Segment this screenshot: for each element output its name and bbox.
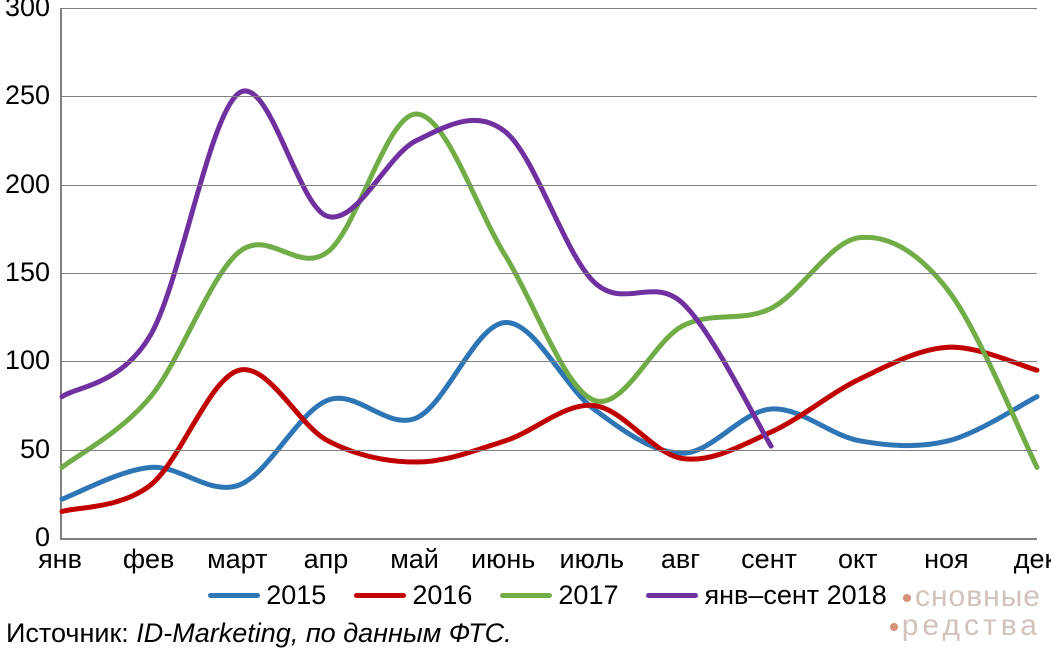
x-tick-label: май [370, 544, 460, 575]
y-tick-label: 50 [0, 434, 50, 465]
y-tick-label: 200 [0, 169, 50, 200]
legend-label: 2017 [558, 580, 618, 611]
legend-item: 2017 [500, 580, 618, 611]
legend-swatch [208, 593, 260, 598]
y-tick-label: 100 [0, 345, 50, 376]
legend-label: янв–сент 2018 [704, 580, 886, 611]
chart-container: 050100150200250300 янвфевмартапрмайиюньи… [0, 0, 1051, 654]
x-tick-label: дек [990, 544, 1051, 575]
legend-swatch [500, 593, 552, 598]
grid-line [62, 450, 1037, 451]
x-tick-label: июнь [458, 544, 548, 575]
grid-line [62, 273, 1037, 274]
x-tick-label: июль [547, 544, 637, 575]
y-tick-label: 300 [0, 0, 50, 23]
legend: 2015 2016 2017 янв–сент 2018 [140, 580, 955, 611]
x-tick-label: апр [281, 544, 371, 575]
x-tick-label: март [192, 544, 282, 575]
grid-line [62, 96, 1037, 97]
x-tick-label: фев [104, 544, 194, 575]
plot-area [60, 8, 1037, 540]
legend-item: янв–сент 2018 [646, 580, 886, 611]
x-tick-label: авг [635, 544, 725, 575]
x-tick-label: окт [813, 544, 903, 575]
x-tick-label: ноя [901, 544, 991, 575]
source-text: ID-Marketing, по данным ФТС. [136, 618, 511, 648]
grid-line [62, 361, 1037, 362]
legend-item: 2015 [208, 580, 326, 611]
series-янв–сент 2018 [62, 91, 771, 446]
x-tick-label: сент [724, 544, 814, 575]
source-line: Источник: ID-Marketing, по данным ФТС. [6, 618, 512, 649]
source-label: Источник: [6, 618, 129, 648]
legend-label: 2016 [412, 580, 472, 611]
series-2015 [62, 322, 1037, 499]
legend-swatch [354, 593, 406, 598]
grid-line [62, 8, 1037, 9]
grid-line [62, 185, 1037, 186]
series-2017 [62, 114, 1037, 467]
x-tick-label: янв [15, 544, 105, 575]
legend-item: 2016 [354, 580, 472, 611]
y-tick-label: 150 [0, 257, 50, 288]
legend-swatch [646, 593, 698, 598]
legend-label: 2015 [266, 580, 326, 611]
y-tick-label: 250 [0, 80, 50, 111]
